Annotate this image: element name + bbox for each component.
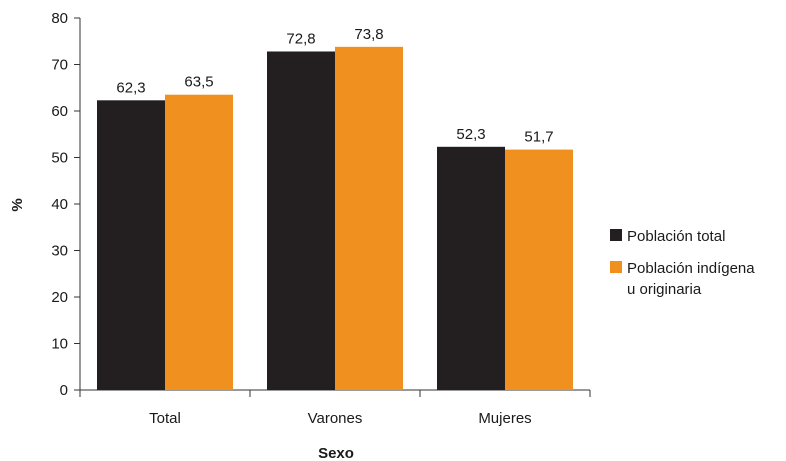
y-tick-label: 80 xyxy=(51,10,68,27)
bar-poblacion-indigena-mujeres xyxy=(505,149,573,390)
bar-poblacion-indigena-total xyxy=(165,94,233,390)
legend-swatch xyxy=(610,229,622,241)
data-label: 63,5 xyxy=(184,74,213,91)
x-category-label: Varones xyxy=(308,410,363,427)
data-label: 52,3 xyxy=(456,126,485,143)
y-tick-label: 70 xyxy=(51,57,68,74)
y-tick-label: 60 xyxy=(51,103,68,120)
legend-label: Población total xyxy=(627,228,725,245)
x-axis-title: Sexo xyxy=(318,445,354,461)
x-category-label: Mujeres xyxy=(478,410,531,427)
y-tick-label: 50 xyxy=(51,150,68,167)
plot-area: 0 10 20 30 40 50 60 70 80 62,3 63,5 Total 72,8 73,8 Va… xyxy=(51,10,591,427)
data-label: 51,7 xyxy=(524,129,553,146)
bar-poblacion-total-mujeres xyxy=(437,146,505,390)
bar-poblacion-total-total xyxy=(97,100,165,391)
legend: Población total Población indígena u origi… xyxy=(610,228,755,298)
y-tick-label: 20 xyxy=(51,289,68,306)
legend-label-line: Población total xyxy=(627,228,725,245)
legend-label: Población indígena u originaria xyxy=(627,260,755,298)
bar-poblacion-total-varones xyxy=(267,51,335,390)
y-axis-title: % xyxy=(9,198,26,211)
y-tick-label: 10 xyxy=(51,336,68,353)
y-tick-label: 40 xyxy=(51,196,68,213)
legend-swatch xyxy=(610,261,622,273)
data-label: 73,8 xyxy=(354,26,383,43)
y-tick-label: 30 xyxy=(51,243,68,260)
data-label: 72,8 xyxy=(286,30,315,47)
y-tick-label: 0 xyxy=(60,382,68,399)
x-category-label: Total xyxy=(149,410,181,427)
bar-poblacion-indigena-varones xyxy=(335,46,403,391)
data-label: 62,3 xyxy=(116,79,145,96)
legend-label-line: u originaria xyxy=(627,281,702,298)
legend-label-line: Población indígena xyxy=(627,260,755,277)
